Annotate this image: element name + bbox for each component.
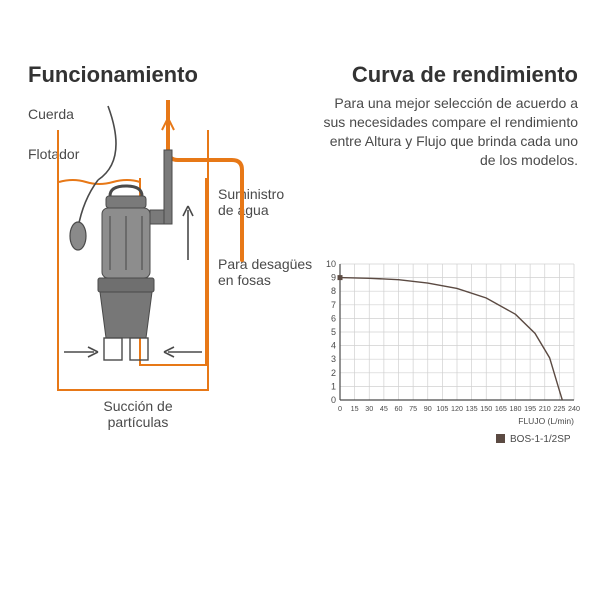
svg-text:0: 0 (338, 404, 342, 413)
chart-svg: 0123456789100153045607590105120135150165… (318, 258, 580, 448)
left-column: Funcionamiento (28, 62, 298, 94)
svg-text:210: 210 (539, 404, 551, 413)
svg-text:2: 2 (331, 368, 336, 378)
svg-text:165: 165 (495, 404, 507, 413)
svg-text:240: 240 (568, 404, 580, 413)
page: Funcionamiento Cuerda Flotador Suministr… (0, 0, 600, 600)
pump-svg (28, 100, 298, 460)
svg-text:10: 10 (326, 259, 336, 269)
svg-text:FLUJO (L/min): FLUJO (L/min) (518, 416, 574, 426)
svg-text:9: 9 (331, 273, 336, 283)
svg-text:120: 120 (451, 404, 463, 413)
svg-text:105: 105 (436, 404, 448, 413)
svg-text:5: 5 (331, 327, 336, 337)
svg-text:45: 45 (380, 404, 388, 413)
svg-text:90: 90 (424, 404, 432, 413)
pump-diagram (28, 100, 298, 460)
svg-text:30: 30 (365, 404, 373, 413)
left-title: Funcionamiento (28, 62, 298, 88)
svg-text:3: 3 (331, 354, 336, 364)
svg-text:75: 75 (409, 404, 417, 413)
svg-text:15: 15 (351, 404, 359, 413)
svg-text:BOS-1-1/2SP: BOS-1-1/2SP (510, 434, 571, 445)
right-description: Para una mejor selección de acuerdo a su… (318, 94, 578, 170)
svg-text:135: 135 (466, 404, 478, 413)
svg-text:60: 60 (395, 404, 403, 413)
svg-text:180: 180 (510, 404, 522, 413)
right-title: Curva de rendimiento (318, 62, 578, 88)
right-column: Curva de rendimiento Para una mejor sele… (318, 62, 578, 170)
svg-text:1: 1 (331, 381, 336, 391)
svg-text:4: 4 (331, 341, 336, 351)
svg-text:195: 195 (524, 404, 536, 413)
performance-chart: 0123456789100153045607590105120135150165… (318, 258, 580, 448)
svg-text:8: 8 (331, 286, 336, 296)
svg-text:6: 6 (331, 313, 336, 323)
svg-text:7: 7 (331, 300, 336, 310)
svg-text:0: 0 (331, 395, 336, 405)
svg-text:225: 225 (553, 404, 565, 413)
svg-text:150: 150 (480, 404, 492, 413)
